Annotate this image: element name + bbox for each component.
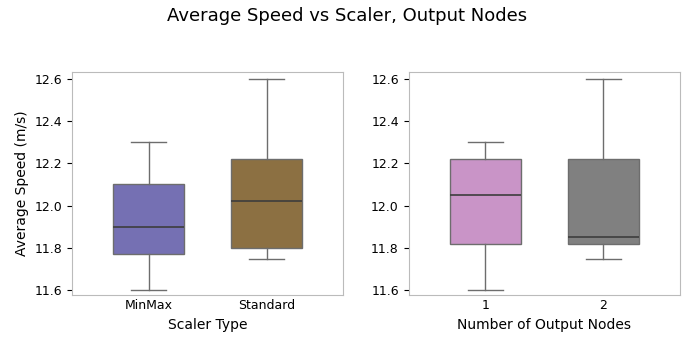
X-axis label: Scaler Type: Scaler Type [168,318,247,332]
PathPatch shape [568,159,639,244]
Text: Average Speed vs Scaler, Output Nodes: Average Speed vs Scaler, Output Nodes [167,7,528,25]
PathPatch shape [450,159,521,244]
PathPatch shape [113,185,184,254]
Y-axis label: Average Speed (m/s): Average Speed (m/s) [15,111,29,256]
X-axis label: Number of Output Nodes: Number of Output Nodes [457,318,631,332]
PathPatch shape [231,159,302,248]
